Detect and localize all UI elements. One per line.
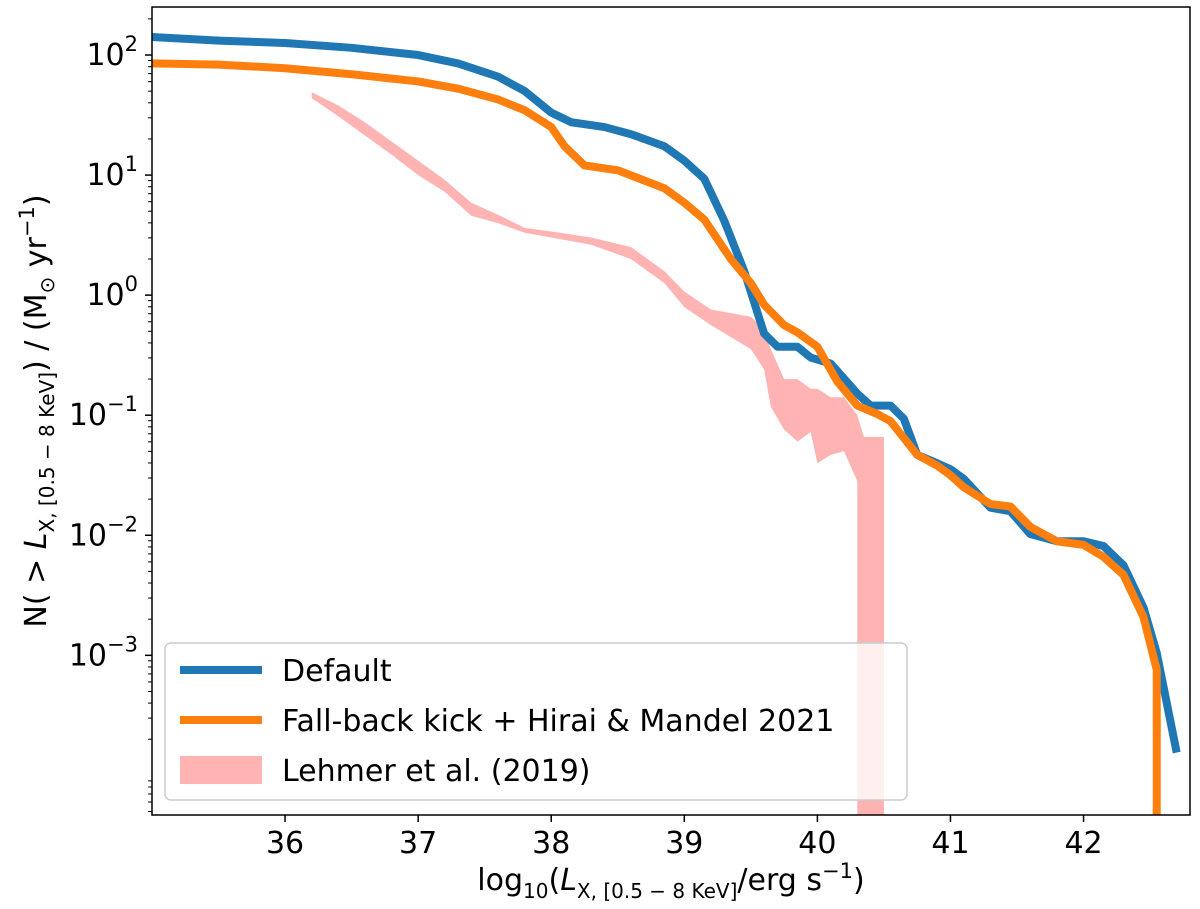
x-tick-label-40: 40 xyxy=(798,826,836,861)
x-label-unit-sup: −1 xyxy=(822,859,853,883)
x-tick-label-37: 37 xyxy=(399,826,437,861)
y-tick-label: 100 xyxy=(86,272,138,313)
y-tick-label: 102 xyxy=(86,32,138,73)
y-axis-label: N( > LX, [0.5 − 8 KeV]) / (M⊙ yr−1) xyxy=(15,194,59,627)
y-label-text2: ) / (M xyxy=(19,294,54,372)
y-label-text1: N( > xyxy=(19,549,54,627)
x-tick-label-38: 38 xyxy=(532,826,570,861)
x-label-close: ) xyxy=(853,863,865,898)
x-tick-label-39: 39 xyxy=(665,826,703,861)
x-tick-label-36: 36 xyxy=(266,826,304,861)
x-label-prefix: log xyxy=(477,863,523,898)
ticks-layer: 36 37 38 39 40 41 42 102 101 100 10−1 10−2 10−3 xyxy=(69,18,1103,861)
x-label-var-sub: X, [0.5 − 8 KeV] xyxy=(577,879,738,903)
x-tick-label-41: 41 xyxy=(931,826,969,861)
y-label-var-sub: X, [0.5 − 8 KeV] xyxy=(35,372,59,533)
y-tick-label: 10−2 xyxy=(69,512,138,553)
x-label-var: L xyxy=(560,863,577,898)
x-tick-label-42: 42 xyxy=(1064,826,1102,861)
y-label-var: L xyxy=(19,532,54,549)
legend: Default Fall-back kick + Hirai & Mandel … xyxy=(164,642,908,801)
legend-label-lehmer: Lehmer et al. (2019) xyxy=(282,754,591,789)
x-axis-label: log10(LX, [0.5 − 8 KeV]/erg s−1) xyxy=(477,859,864,903)
y-tick-label: 101 xyxy=(86,152,138,193)
legend-box xyxy=(164,642,908,801)
legend-swatch-lehmer xyxy=(180,756,262,784)
y-label-text3-sup: −1 xyxy=(15,206,39,237)
legend-label-fallback-kick: Fall-back kick + Hirai & Mandel 2021 xyxy=(282,704,834,739)
plot-frame xyxy=(151,6,1191,816)
y-tick-label: 10−1 xyxy=(69,392,138,433)
series-layer xyxy=(152,33,1181,815)
y-label-sun-sub: ⊙ xyxy=(35,277,59,294)
series-line-1 xyxy=(152,59,1161,815)
x-label-unit: /erg s xyxy=(737,863,822,898)
x-label-prefix-sub: 10 xyxy=(523,879,548,903)
y-label-text3: yr xyxy=(19,236,54,276)
y-label-text4: ) xyxy=(19,194,54,206)
legend-label-default: Default xyxy=(282,654,392,689)
y-tick-label: 10−3 xyxy=(69,632,138,673)
x-label-open: ( xyxy=(548,863,560,898)
